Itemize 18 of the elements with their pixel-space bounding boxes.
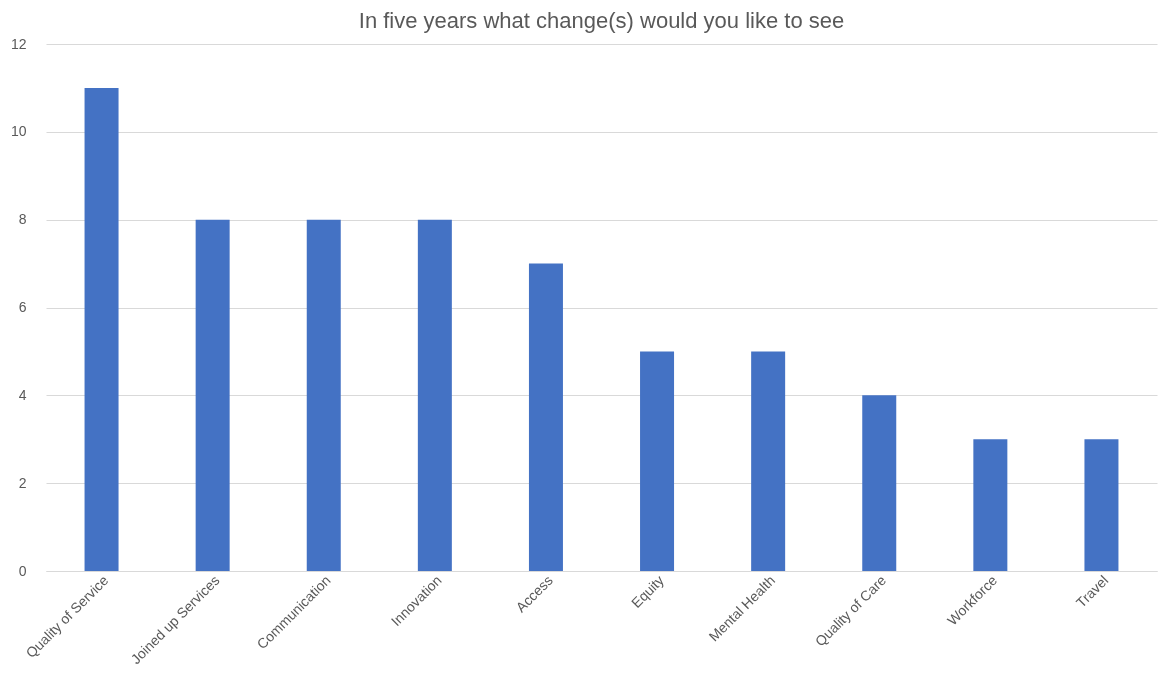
- chart-title: In five years what change(s) would you like to see: [358, 8, 845, 33]
- bar: [973, 439, 1008, 571]
- bar: [195, 219, 230, 571]
- bar: [751, 351, 786, 571]
- bar: [1084, 439, 1119, 571]
- y-tick-label: 10: [10, 123, 27, 140]
- bar: [417, 219, 452, 571]
- y-tick-label: 4: [18, 386, 27, 403]
- y-tick-label: 0: [18, 562, 27, 579]
- bar: [306, 219, 341, 571]
- bar: [84, 87, 119, 571]
- y-tick-label: 12: [10, 35, 27, 52]
- bar: [862, 395, 897, 571]
- bar: [640, 351, 675, 571]
- bar: [528, 263, 563, 571]
- y-tick-label: 8: [18, 211, 27, 228]
- y-tick-label: 2: [18, 474, 27, 491]
- y-tick-label: 6: [18, 299, 27, 315]
